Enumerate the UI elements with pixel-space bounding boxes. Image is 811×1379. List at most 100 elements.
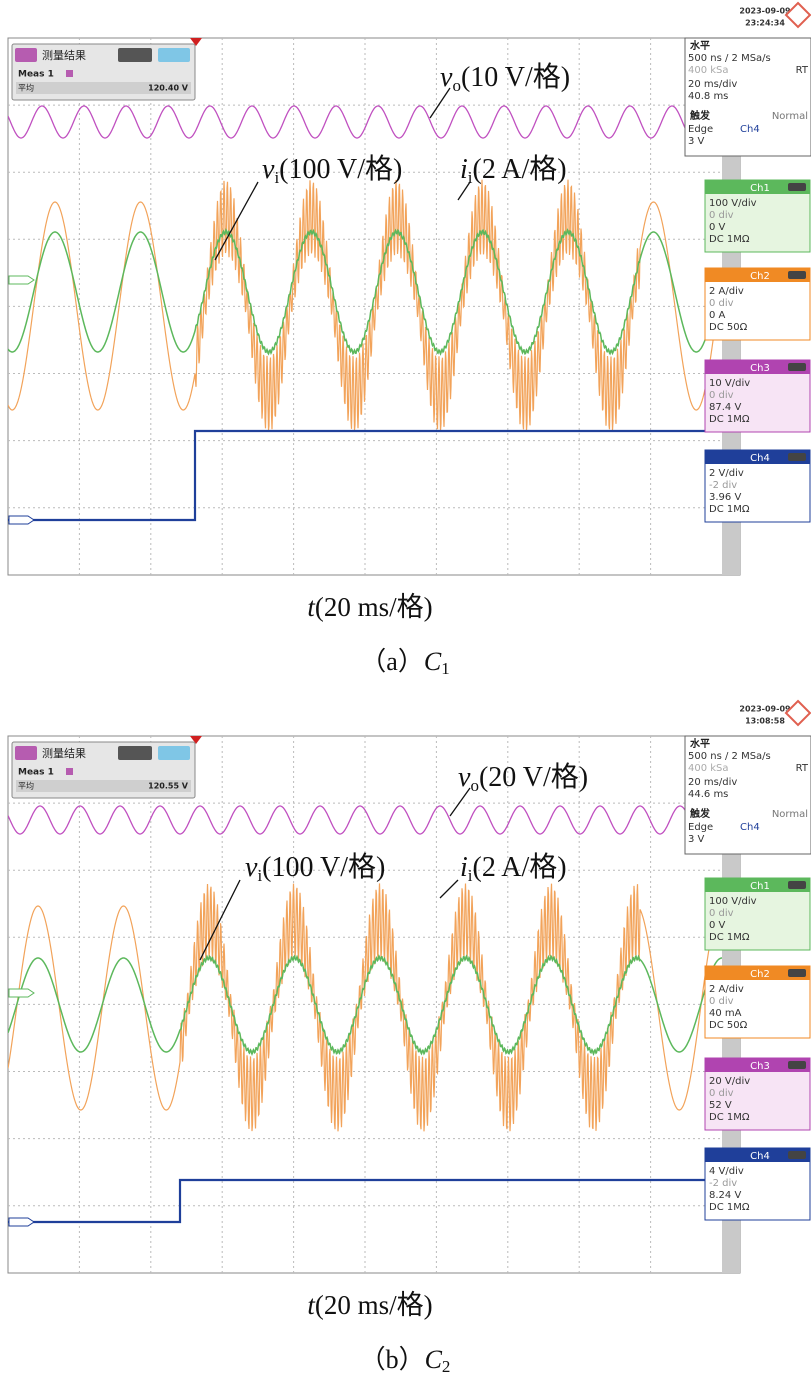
- channel-coupling: DC 1MΩ: [709, 414, 750, 425]
- channel-name: Ch2: [750, 969, 770, 980]
- measure-title: 测量结果: [42, 49, 86, 62]
- leader-line: [214, 181, 259, 261]
- symbol: t: [307, 592, 316, 622]
- trigger-marker: [190, 38, 202, 46]
- channel-name: Ch4: [750, 453, 770, 464]
- channel-offset: 0 div: [709, 210, 734, 221]
- channel-level: 52 V: [709, 1100, 732, 1111]
- scale: (20 ms/格): [315, 592, 433, 622]
- channel-name: Ch2: [750, 271, 770, 282]
- symbol: t: [307, 1290, 316, 1320]
- channel-icon: [788, 969, 806, 977]
- trigger-source: Ch4: [740, 124, 760, 135]
- waveforms: [8, 805, 722, 1224]
- samples: 400 kSa: [688, 65, 729, 76]
- channel-coupling: DC 50Ω: [709, 1020, 748, 1031]
- channel-coupling: DC 1MΩ: [709, 234, 750, 245]
- date: 2023-09-09: [739, 705, 791, 714]
- trigger-mode: Normal: [772, 809, 808, 820]
- close-button: [158, 48, 190, 62]
- horizontal-title: 水平: [689, 39, 710, 52]
- scale: (10 V/格): [461, 61, 570, 93]
- caption-symbol: C: [424, 647, 442, 676]
- scale: (20 ms/格): [315, 1290, 433, 1320]
- horizontal-title: 水平: [689, 737, 710, 750]
- channel-tag: [8, 988, 35, 998]
- horizontal-panel: [684, 37, 811, 157]
- channel-icon: [788, 183, 806, 191]
- channel-offset: -2 div: [709, 1178, 737, 1189]
- measure-label: 平均: [18, 83, 34, 93]
- close-button: [158, 746, 190, 760]
- channel-scale: 2 A/div: [709, 286, 744, 297]
- symbol: i: [460, 154, 468, 185]
- measure-name: Meas 1: [18, 70, 54, 80]
- channel-name: Ch4: [750, 1151, 770, 1162]
- subscript: o: [470, 776, 479, 795]
- sample-rate: 500 ns / 2 MSa/s: [688, 751, 771, 762]
- channel-scale: 100 V/div: [709, 198, 757, 209]
- channel-header: [705, 1058, 810, 1072]
- meas-row: [16, 780, 191, 792]
- channel-name: Ch3: [750, 1061, 770, 1072]
- caption-symbol: C: [425, 1345, 443, 1374]
- annotation: ii(2 A/格): [460, 153, 567, 186]
- channel-scale: 10 V/div: [709, 378, 750, 389]
- channel-scale: 4 V/div: [709, 1166, 744, 1177]
- acq-mode: RT: [796, 763, 809, 774]
- channel-offset: 0 div: [709, 390, 734, 401]
- caption-subscript: 1: [441, 659, 450, 678]
- symbol: v: [245, 852, 258, 883]
- channel-icon: [788, 1061, 806, 1069]
- channel-level: 8.24 V: [709, 1190, 741, 1201]
- channel-scale: 2 A/div: [709, 984, 744, 995]
- trigger-title: 触发: [689, 807, 711, 820]
- channel-level: 0 V: [709, 920, 726, 931]
- leader-line: [429, 87, 451, 119]
- channel-level: 0 A: [709, 310, 726, 321]
- scope-panel: 2023-09-09 13:08:58 测量结果 Meas 1 平均 120.55 V 水平…: [7, 699, 811, 1376]
- annotation: ii(2 A/格): [460, 851, 567, 884]
- trigger-type: Edge: [688, 822, 713, 833]
- channel-tag: [8, 275, 35, 285]
- channel-header: [705, 1148, 810, 1162]
- scale: (2 A/格): [473, 153, 567, 185]
- leader-line: [439, 879, 459, 899]
- symbol: i: [460, 852, 468, 883]
- channel-name: Ch1: [750, 183, 770, 194]
- symbol: v: [458, 762, 471, 793]
- channel-icon: [788, 881, 806, 889]
- logo: [784, 1, 811, 29]
- scale: (20 V/格): [479, 761, 588, 793]
- input-voltage-wave: [8, 954, 722, 1056]
- tool-button: [15, 746, 37, 760]
- caption-subscript: 2: [442, 1357, 451, 1376]
- min-button: [118, 48, 152, 62]
- subscript: i: [468, 168, 473, 187]
- channel-header: [705, 360, 810, 374]
- channel-icon: [788, 453, 806, 461]
- channel-coupling: DC 1MΩ: [709, 1202, 750, 1213]
- output-voltage-wave: [8, 105, 722, 139]
- output-voltage-wave: [8, 805, 722, 835]
- caption: （b）C2: [360, 1345, 451, 1376]
- channel-icon: [788, 271, 806, 279]
- measure-title: 测量结果: [42, 747, 86, 760]
- caption-label: （b）: [360, 1345, 425, 1374]
- samples: 400 kSa: [688, 763, 729, 774]
- time: 23:24:34: [745, 19, 785, 28]
- channel-scale: 100 V/div: [709, 896, 757, 907]
- annotation: vo(10 V/格): [440, 61, 570, 94]
- channel-header: [705, 878, 810, 892]
- channel-icon: [788, 363, 806, 371]
- annotation: vi(100 V/格): [245, 851, 385, 884]
- trigger-source: Ch4: [740, 822, 760, 833]
- measure-value: 120.40 V: [148, 84, 189, 93]
- symbol: v: [262, 154, 275, 185]
- sample-rate: 500 ns / 2 MSa/s: [688, 53, 771, 64]
- timebase: 20 ms/div: [688, 777, 737, 788]
- x-label: t(20 ms/格): [307, 592, 432, 622]
- channel-offset: -2 div: [709, 480, 737, 491]
- symbol: v: [440, 62, 453, 93]
